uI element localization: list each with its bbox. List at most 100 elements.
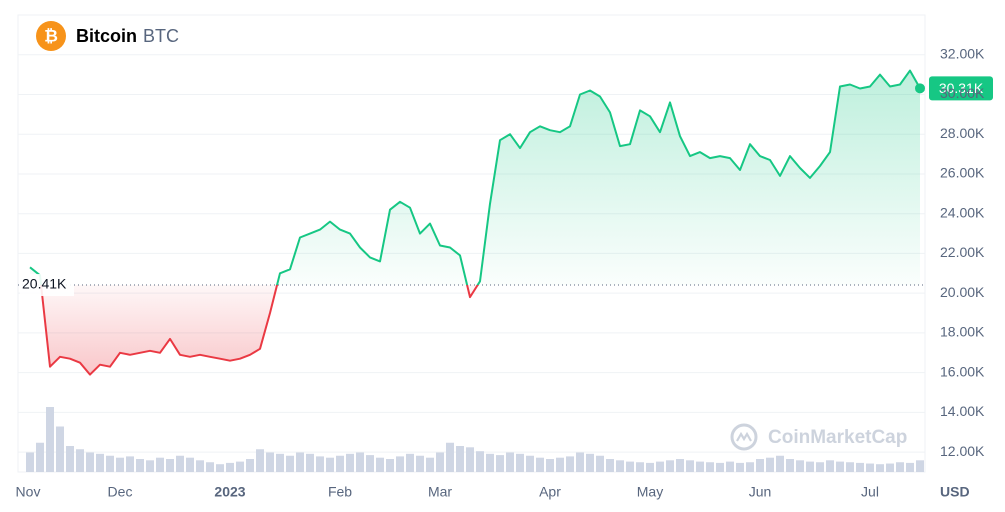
volume-bar bbox=[116, 457, 124, 472]
y-tick-label: 24.00K bbox=[940, 204, 985, 220]
x-tick-label: Nov bbox=[16, 484, 41, 500]
volume-bar bbox=[226, 462, 234, 472]
volume-bar bbox=[566, 456, 574, 472]
volume-bar bbox=[776, 455, 784, 472]
volume-bar bbox=[656, 461, 664, 472]
volume-bar bbox=[206, 462, 214, 472]
volume-bar bbox=[386, 459, 394, 472]
y-tick-label: 12.00K bbox=[940, 443, 985, 459]
volume-bar bbox=[256, 449, 264, 472]
volume-bar bbox=[886, 463, 894, 472]
volume-bar bbox=[906, 462, 914, 472]
header: ₿ Bitcoin BTC bbox=[36, 21, 179, 51]
x-tick-label: Jul bbox=[861, 484, 879, 500]
value-label-bg bbox=[929, 76, 993, 101]
volume-bar bbox=[736, 462, 744, 472]
volume-bars bbox=[26, 407, 924, 472]
volume-bar bbox=[96, 453, 104, 472]
volume-bar bbox=[856, 462, 864, 472]
x-tick-label: Apr bbox=[539, 484, 561, 500]
volume-bar bbox=[916, 460, 924, 472]
volume-bar bbox=[636, 462, 644, 472]
volume-bar bbox=[446, 442, 454, 472]
volume-bar bbox=[286, 455, 294, 472]
volume-bar bbox=[616, 460, 624, 472]
x-tick-label: Jun bbox=[749, 484, 772, 500]
watermark: CoinMarketCap bbox=[730, 423, 907, 451]
y-tick-label: 20.00K bbox=[940, 284, 985, 300]
volume-bar bbox=[666, 460, 674, 472]
y-tick-label: 18.00K bbox=[940, 324, 985, 340]
volume-bar bbox=[476, 451, 484, 472]
x-tick-label: Feb bbox=[328, 484, 352, 500]
volume-bar bbox=[596, 455, 604, 472]
volume-bar bbox=[786, 459, 794, 472]
volume-bar bbox=[436, 452, 444, 472]
volume-bar bbox=[746, 462, 754, 472]
volume-bar bbox=[426, 457, 434, 472]
y-tick-label: 30.00K bbox=[940, 85, 985, 101]
y-tick-label: 26.00K bbox=[940, 165, 985, 181]
x-tick-label: 2023 bbox=[214, 484, 245, 500]
volume-bar bbox=[716, 462, 724, 472]
volume-bar bbox=[236, 461, 244, 472]
volume-bar bbox=[406, 453, 414, 472]
volume-bar bbox=[56, 426, 64, 472]
x-tick-label: Mar bbox=[428, 484, 452, 500]
coin-icon-symbol: ₿ bbox=[44, 26, 58, 45]
volume-bar bbox=[726, 461, 734, 472]
volume-bar bbox=[676, 459, 684, 472]
baseline-label-bg bbox=[20, 274, 74, 297]
volume-bar bbox=[36, 442, 44, 472]
volume-bar bbox=[806, 461, 814, 472]
volume-bar bbox=[356, 452, 364, 472]
volume-bar bbox=[486, 453, 494, 472]
volume-bar bbox=[166, 459, 174, 472]
volume-bar bbox=[346, 453, 354, 472]
volume-bar bbox=[396, 456, 404, 472]
volume-bar bbox=[246, 459, 254, 472]
volume-bar bbox=[66, 446, 74, 472]
volume-bar bbox=[136, 459, 144, 472]
volume-bar bbox=[276, 453, 284, 472]
watermark-logo bbox=[736, 431, 752, 442]
currency-label: USD bbox=[940, 484, 970, 500]
volume-bar bbox=[796, 460, 804, 472]
value-label: 30.31K bbox=[939, 80, 984, 96]
volume-bar bbox=[416, 455, 424, 472]
volume-bar bbox=[46, 407, 54, 472]
y-tick-label: 22.00K bbox=[940, 244, 985, 260]
volume-bar bbox=[826, 460, 834, 472]
watermark-text: CoinMarketCap bbox=[768, 427, 907, 448]
volume-bar bbox=[646, 462, 654, 472]
volume-bar bbox=[296, 452, 304, 472]
price-line bbox=[29, 69, 921, 376]
volume-bar bbox=[626, 461, 634, 472]
volume-bar bbox=[86, 452, 94, 472]
volume-bar bbox=[866, 463, 874, 472]
volume-bar bbox=[836, 461, 844, 472]
volume-bar bbox=[696, 461, 704, 472]
volume-bar bbox=[816, 462, 824, 472]
volume-bar bbox=[336, 455, 344, 472]
y-tick-label: 32.00K bbox=[940, 45, 985, 61]
volume-bar bbox=[686, 460, 694, 472]
baseline-label: 20.41K bbox=[22, 276, 67, 292]
volume-bar bbox=[326, 457, 334, 472]
volume-bar bbox=[316, 456, 324, 472]
watermark-logo bbox=[730, 423, 758, 451]
volume-bar bbox=[576, 452, 584, 472]
volume-bar bbox=[606, 459, 614, 472]
volume-bar bbox=[526, 455, 534, 472]
volume-bar bbox=[876, 464, 884, 472]
plot: 20.41K 30.31K bbox=[18, 69, 993, 376]
volume-bar bbox=[126, 456, 134, 472]
chart-title: Bitcoin bbox=[76, 26, 137, 46]
volume-bar bbox=[766, 457, 774, 472]
y-tick-label: 16.00K bbox=[940, 363, 985, 379]
last-point bbox=[915, 83, 925, 94]
volume-bar bbox=[26, 452, 34, 472]
volume-bar bbox=[556, 457, 564, 472]
